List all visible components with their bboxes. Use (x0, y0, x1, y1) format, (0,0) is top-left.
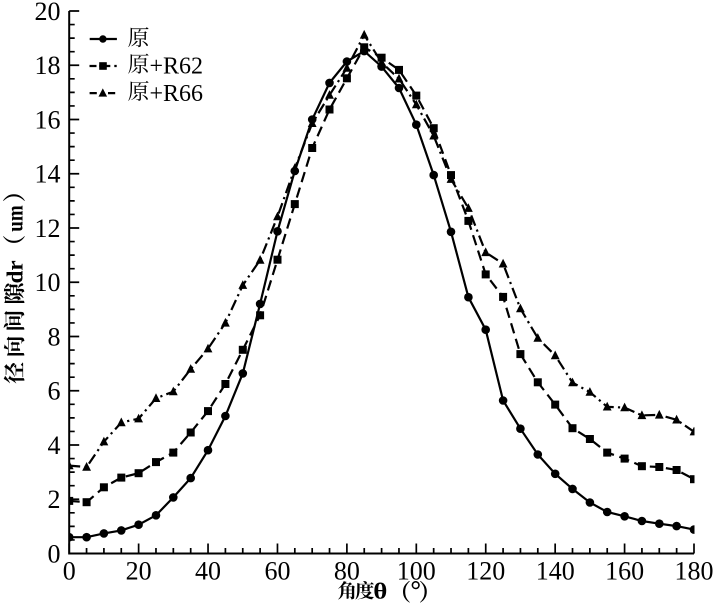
svg-text:6: 6 (48, 377, 61, 406)
svg-text:100: 100 (397, 557, 436, 586)
svg-text:0: 0 (48, 539, 61, 568)
svg-text:160: 160 (605, 557, 644, 586)
svg-text:120: 120 (466, 557, 505, 586)
svg-text:0: 0 (63, 557, 76, 586)
svg-text:10: 10 (35, 268, 61, 297)
svg-text:80: 80 (334, 557, 360, 586)
svg-text:um: um (2, 205, 27, 232)
svg-text:14: 14 (35, 160, 61, 189)
svg-text:2: 2 (48, 485, 61, 514)
svg-text:20: 20 (35, 0, 61, 26)
svg-text:140: 140 (536, 557, 575, 586)
svg-text:18: 18 (35, 51, 61, 80)
svg-text:dr: dr (2, 260, 27, 283)
svg-text:+R66: +R66 (150, 81, 204, 107)
svg-text:180: 180 (675, 557, 714, 586)
svg-text:20: 20 (126, 557, 152, 586)
svg-text:16: 16 (35, 105, 61, 134)
svg-text:60: 60 (265, 557, 291, 586)
svg-text:12: 12 (35, 214, 61, 243)
svg-text:4: 4 (48, 431, 61, 460)
svg-text:+R62: +R62 (150, 54, 204, 80)
svg-text:40: 40 (195, 557, 221, 586)
svg-text:8: 8 (48, 322, 61, 351)
